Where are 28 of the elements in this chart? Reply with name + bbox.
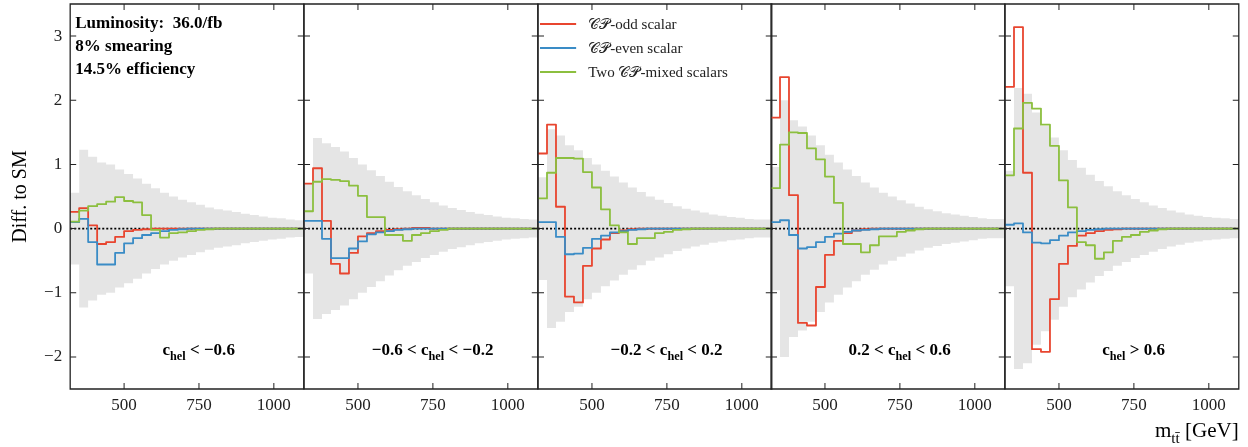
x-tick-label: 750 <box>186 394 212 414</box>
x-tick-label: 1000 <box>1191 394 1227 414</box>
x-tick-label: 750 <box>887 394 914 414</box>
y-tick-label: 1 <box>53 153 63 173</box>
y-tick-label: −2 <box>44 346 63 366</box>
annotation: 14.5% efficiency <box>75 59 196 78</box>
annotation: Luminosity: 36.0/fb <box>75 13 223 32</box>
x-tick-label: 750 <box>419 394 446 414</box>
annotation: 8% smearing <box>75 36 173 55</box>
x-tick-label: 1000 <box>490 394 525 414</box>
y-tick-label: 0 <box>53 218 63 238</box>
x-tick-label: 1000 <box>256 394 291 414</box>
x-tick-label: 500 <box>344 394 371 414</box>
x-tick-label: 500 <box>111 394 137 414</box>
legend-label: Two 𝒞𝒫-mixed scalars <box>587 64 728 80</box>
legend-label: 𝒞𝒫-odd scalar <box>587 16 677 32</box>
x-tick-label: 500 <box>1046 394 1072 414</box>
x-tick-label: 500 <box>578 394 605 414</box>
x-tick-label: 750 <box>653 394 680 414</box>
legend-label: 𝒞𝒫-even scalar <box>587 40 683 56</box>
y-tick-label: −1 <box>44 282 63 302</box>
y-tick-label: 2 <box>53 89 63 109</box>
y-axis-title: Diff. to SM <box>8 150 31 243</box>
y-tick-label: 3 <box>53 25 63 45</box>
x-tick-label: 500 <box>812 394 839 414</box>
x-tick-label: 1000 <box>958 394 993 414</box>
x-tick-label: 1000 <box>724 394 759 414</box>
x-tick-label: 750 <box>1121 394 1147 414</box>
